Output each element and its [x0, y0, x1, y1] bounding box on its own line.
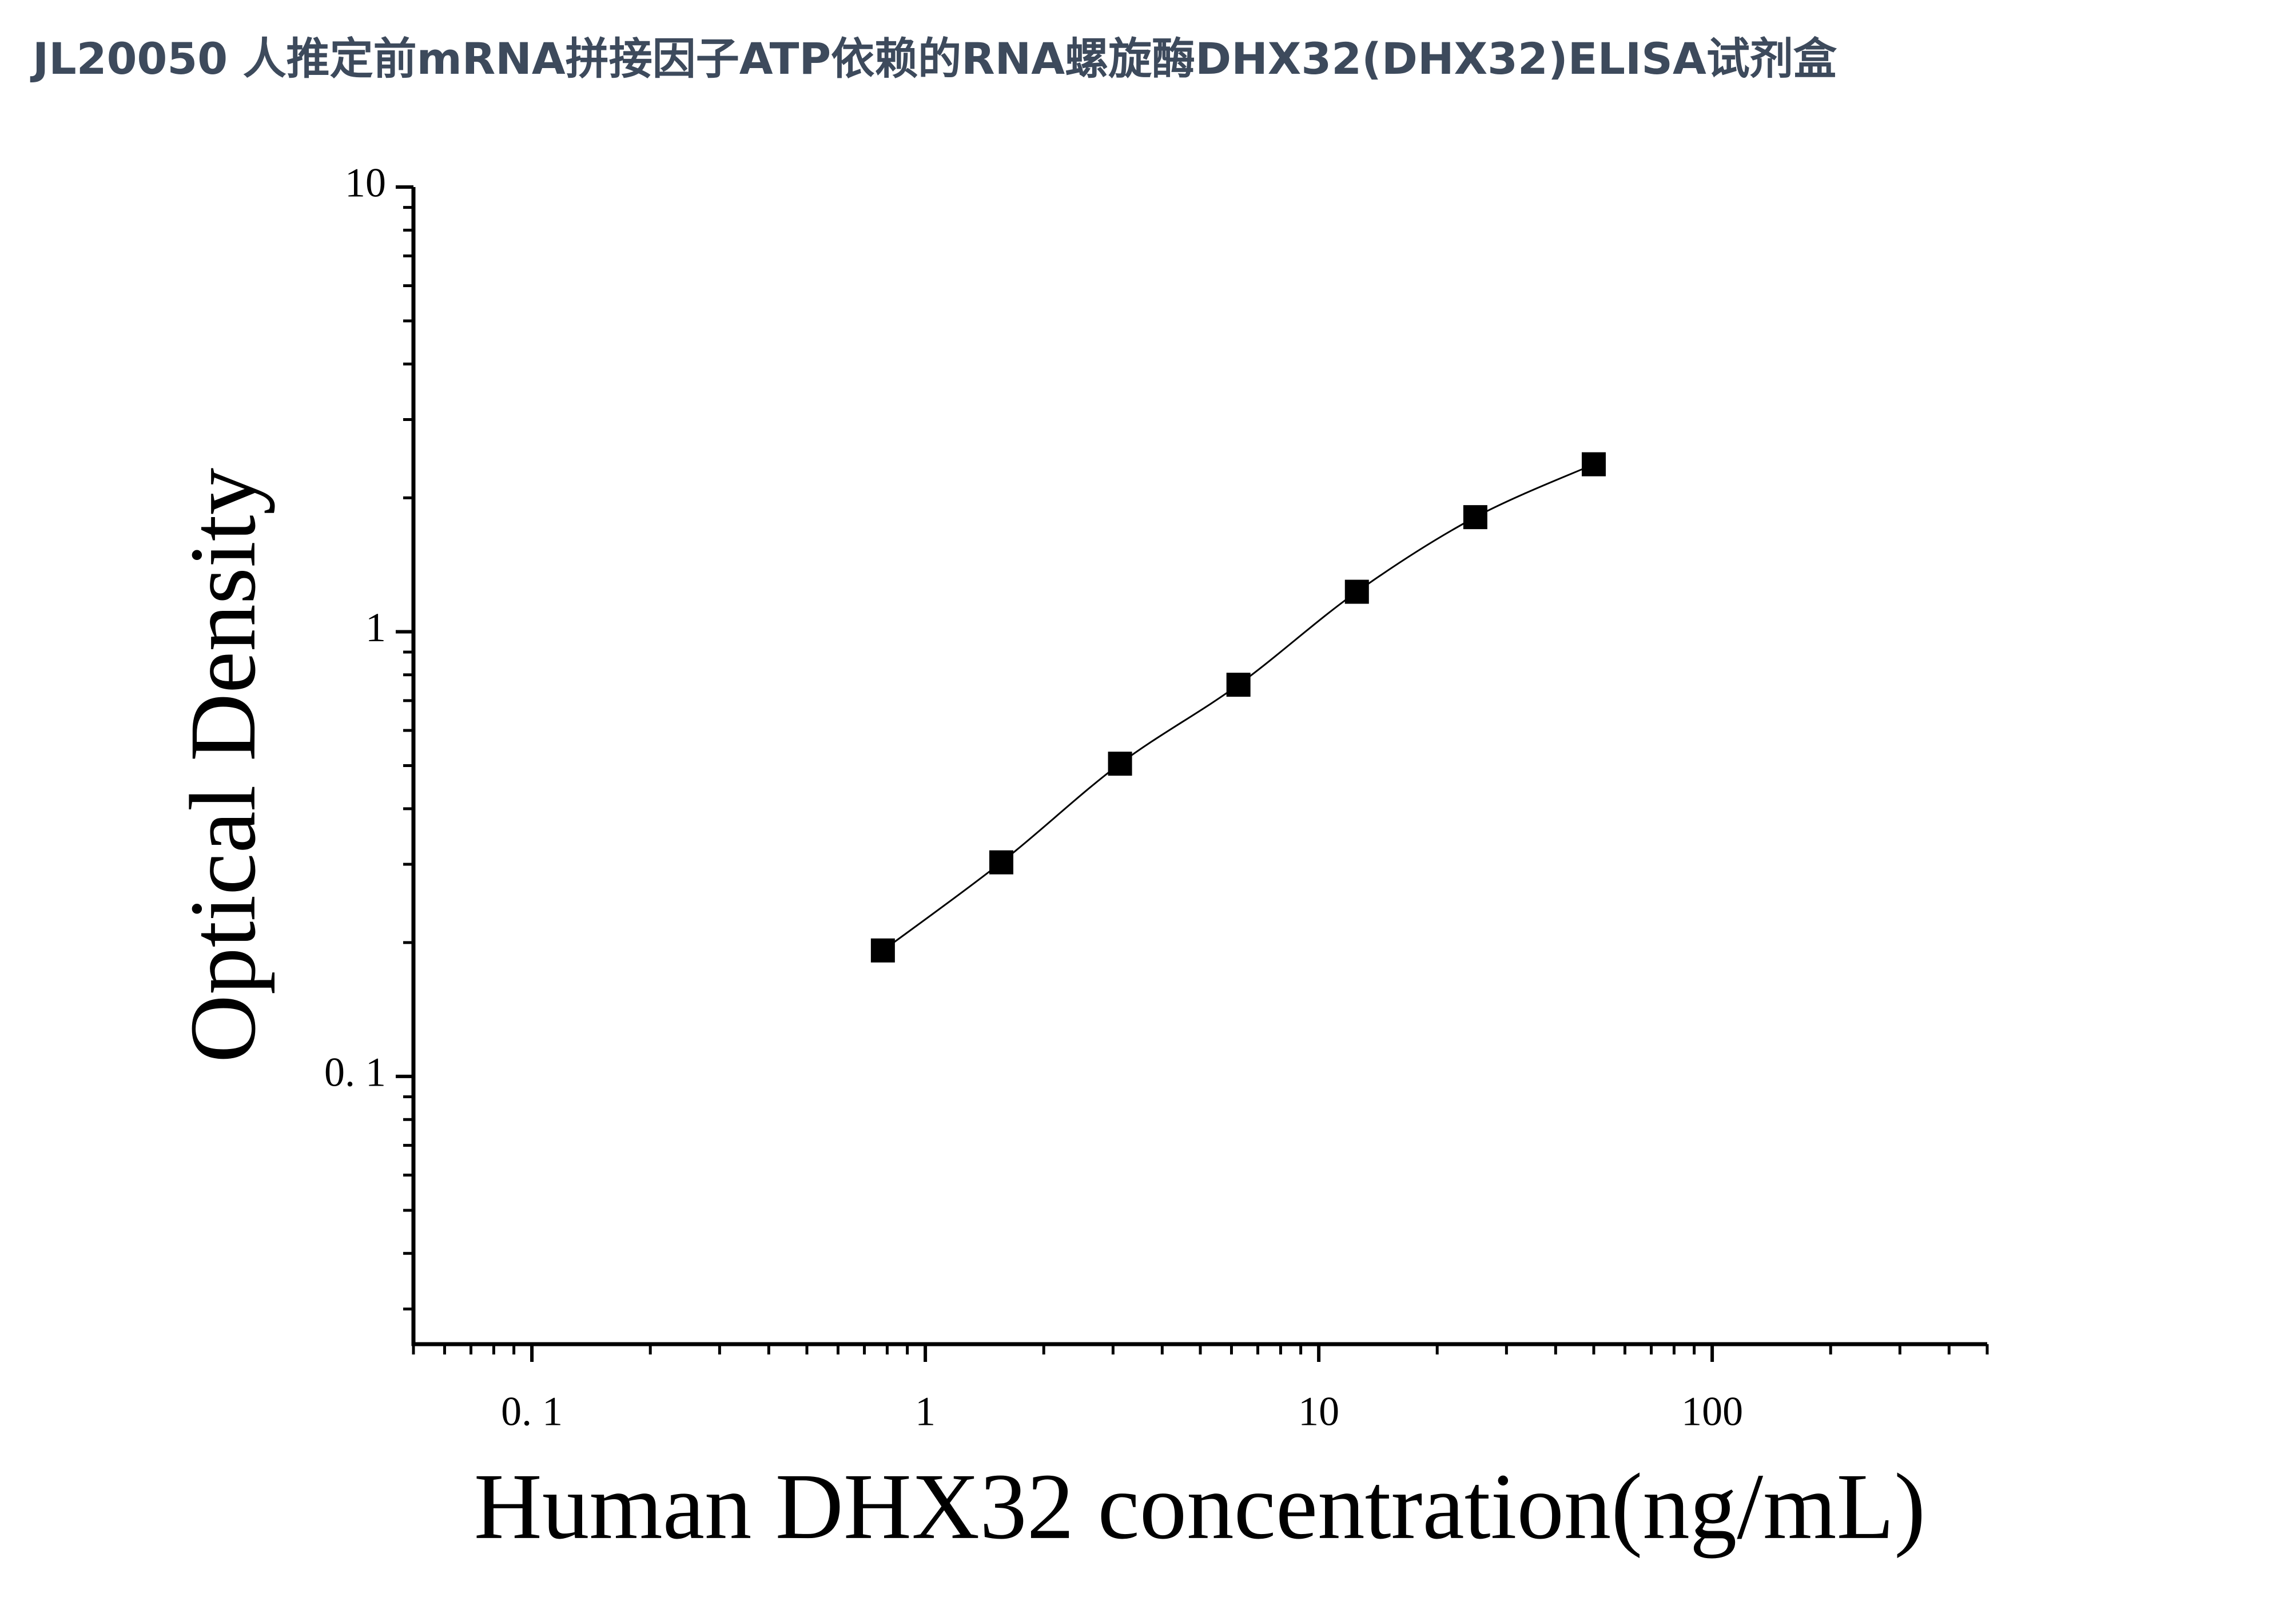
x-tick-label: 1	[915, 1389, 936, 1435]
x-tick-label: 100	[1681, 1389, 1743, 1435]
data-point	[1226, 673, 1251, 697]
data-point	[1582, 452, 1606, 476]
data-point	[870, 938, 895, 963]
y-tick-label: 1	[365, 605, 386, 650]
x-tick-label: 10	[1298, 1389, 1339, 1435]
y-tick-label: 10	[345, 160, 386, 206]
data-point	[1108, 752, 1132, 776]
y-axis-label: Optical Density	[170, 468, 275, 1063]
fit-curve	[882, 463, 1594, 951]
x-axis-label: Human DHX32 concentration(ng/mL)	[474, 1454, 1926, 1559]
chart-title: JL20050 人推定前mRNA拼接因子ATP依赖的RNA螺旋酶DHX32(DH…	[30, 33, 1837, 84]
x-tick-label: 0. 1	[501, 1389, 563, 1435]
data-point	[989, 850, 1013, 875]
data-point	[1463, 505, 1487, 530]
data-point	[1344, 579, 1369, 604]
y-tick-label: 0. 1	[324, 1049, 386, 1095]
